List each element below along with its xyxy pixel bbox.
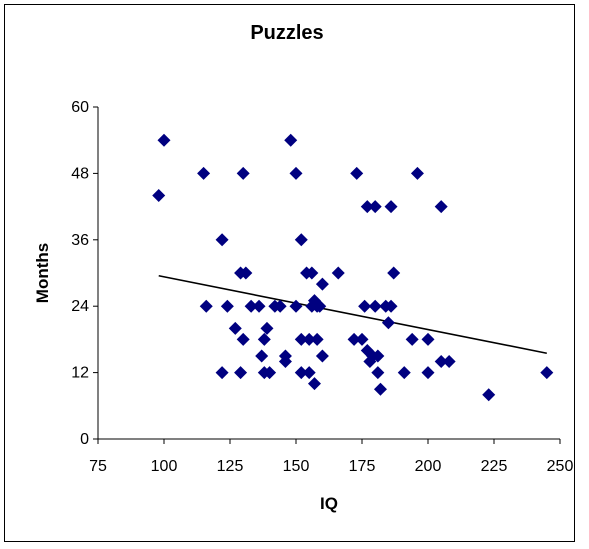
data-point <box>410 166 424 180</box>
data-point <box>305 266 319 280</box>
data-point <box>228 321 242 335</box>
data-point <box>405 332 419 346</box>
data-point <box>220 299 234 313</box>
data-point <box>197 166 211 180</box>
data-point <box>368 200 382 214</box>
data-point <box>244 299 258 313</box>
x-tick-label: 125 <box>217 458 244 475</box>
data-point <box>252 299 266 313</box>
x-tick-label: 250 <box>547 458 574 475</box>
data-point <box>310 332 324 346</box>
x-tick-label: 75 <box>89 458 107 475</box>
data-point <box>381 316 395 330</box>
trendline <box>158 274 547 355</box>
data-point <box>355 332 369 346</box>
y-tick-label: 36 <box>71 232 89 249</box>
x-tick-label: 150 <box>283 458 310 475</box>
data-point <box>273 299 287 313</box>
data-point <box>387 266 401 280</box>
data-point <box>442 355 456 369</box>
data-point <box>384 200 398 214</box>
data-point <box>294 366 308 380</box>
x-tick-label: 225 <box>481 458 508 475</box>
x-tick-label: 100 <box>151 458 178 475</box>
data-point <box>255 349 269 363</box>
data-point <box>434 355 448 369</box>
data-point <box>368 299 382 313</box>
data-point <box>434 200 448 214</box>
data-point <box>215 233 229 247</box>
y-tick-label: 12 <box>71 365 89 382</box>
data-point <box>289 166 303 180</box>
y-tick-label: 60 <box>71 99 89 116</box>
data-point <box>234 366 248 380</box>
data-point <box>358 299 372 313</box>
data-point <box>313 299 327 313</box>
data-point <box>215 366 229 380</box>
data-point <box>307 377 321 391</box>
data-point <box>421 332 435 346</box>
chart-title: Puzzles <box>250 22 323 44</box>
data-point <box>315 277 329 291</box>
data-point <box>302 366 316 380</box>
data-point <box>278 355 292 369</box>
data-point <box>482 388 496 402</box>
data-point <box>260 321 274 335</box>
data-point <box>350 166 364 180</box>
data-point <box>263 366 277 380</box>
data-point <box>289 299 303 313</box>
data-point <box>397 366 411 380</box>
data-point <box>347 332 361 346</box>
data-point <box>157 133 171 147</box>
chart-frame <box>4 4 575 542</box>
y-tick-label: 48 <box>71 165 89 182</box>
y-tick-label: 24 <box>71 298 89 315</box>
data-point <box>371 349 385 363</box>
data-point <box>421 366 435 380</box>
data-point <box>373 382 387 396</box>
x-axis-label: IQ <box>320 494 338 513</box>
x-tick-label: 200 <box>415 458 442 475</box>
y-axis-label: Months <box>33 243 52 303</box>
data-point <box>540 366 554 380</box>
data-point <box>371 366 385 380</box>
data-point <box>331 266 345 280</box>
data-point <box>302 332 316 346</box>
data-point <box>294 332 308 346</box>
data-point <box>236 332 250 346</box>
data-point <box>315 349 329 363</box>
data-point <box>284 133 298 147</box>
plot-area: 0 12 24 36 48 60 75 100 125 150 175 200 225 250 <box>71 99 573 475</box>
data-point <box>384 299 398 313</box>
data-point <box>239 266 253 280</box>
data-point <box>199 299 213 313</box>
data-point <box>294 233 308 247</box>
data-point <box>257 332 271 346</box>
y-tick-label: 0 <box>80 431 89 448</box>
data-point <box>152 189 166 203</box>
x-tick-label: 175 <box>349 458 376 475</box>
data-point <box>236 166 250 180</box>
data-point <box>360 200 374 214</box>
